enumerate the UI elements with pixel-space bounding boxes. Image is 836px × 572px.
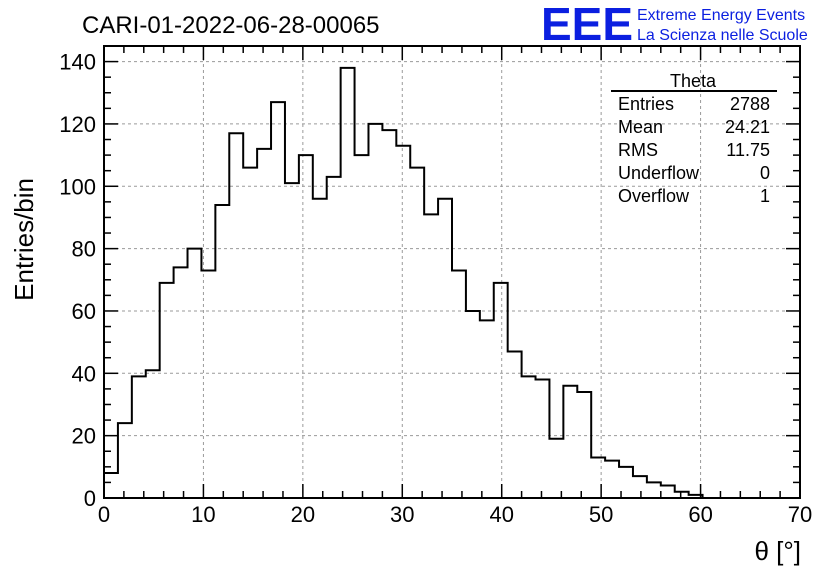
x-tick-label: 10 (191, 502, 215, 527)
stats-rows: Entries 2788 Mean 24.21 RMS 11.75 Underflow 0 Ov… (618, 94, 770, 206)
histogram-bin (327, 177, 341, 498)
histogram-bin (424, 214, 438, 498)
x-tick-labels: 0 10 20 30 40 50 60 70 (98, 502, 812, 527)
stats-header: Theta (670, 71, 717, 91)
y-tick-label: 140 (59, 50, 96, 75)
histogram-bin (368, 124, 382, 498)
y-tick-label: 20 (72, 424, 96, 449)
stats-row-value: 1 (760, 186, 770, 206)
histogram-bin (466, 311, 480, 498)
logo-line-1: Extreme Energy Events (637, 7, 805, 24)
histogram-bin (201, 270, 215, 498)
x-tick-label: 30 (390, 502, 414, 527)
histogram-step-line (103, 66, 800, 499)
histogram-bin (605, 461, 619, 498)
histogram-bin (480, 320, 494, 498)
histogram-bin (118, 423, 132, 498)
histogram-bin (577, 392, 591, 498)
x-axis-title: θ [°] (754, 536, 801, 566)
histogram-bin (549, 439, 563, 498)
plot-frame (103, 45, 801, 499)
histogram-bin (188, 249, 202, 498)
histogram-bin (410, 168, 424, 498)
histogram-bin (299, 155, 313, 498)
stats-row-value: 24.21 (725, 117, 770, 137)
histogram-bin (536, 380, 550, 498)
histogram-bin (452, 270, 466, 498)
histogram-bin (382, 130, 396, 498)
axis-ticks (103, 45, 801, 499)
x-tick-label: 70 (788, 502, 812, 527)
stats-row-value: 2788 (730, 94, 770, 114)
histogram-bin (563, 386, 577, 498)
histogram-bin (229, 133, 243, 498)
histogram-bin (146, 370, 160, 498)
histogram-bin (132, 376, 146, 498)
y-tick-label: 60 (72, 299, 96, 324)
histogram-bin (661, 486, 675, 498)
y-tick-labels: 0 20 40 60 80 100 120 140 (59, 50, 96, 511)
histogram-bin (243, 168, 257, 498)
x-tick-label: 50 (589, 502, 613, 527)
x-tick-label: 20 (291, 502, 315, 527)
chart-title: CARI-01-2022-06-28-00065 (82, 12, 380, 39)
histogram-bin (396, 146, 410, 498)
eee-logo-mark: EEE (541, 0, 633, 50)
y-axis-title: Entries/bin (9, 178, 39, 301)
stats-row-label: Entries (618, 94, 674, 114)
logo-line-2: La Scienza nelle Scuole (637, 27, 808, 44)
stats-row-label: Underflow (618, 163, 700, 183)
y-tick-label: 80 (72, 237, 96, 262)
stats-row-value: 11.75 (726, 140, 770, 160)
histogram-bin (285, 183, 299, 498)
stats-row-value: 0 (760, 163, 770, 183)
histogram-bin (160, 283, 174, 498)
y-tick-label: 40 (72, 361, 96, 386)
stats-row-label: RMS (618, 140, 658, 160)
stats-row-label: Overflow (618, 186, 690, 206)
histogram-bin (438, 199, 452, 498)
histogram-bin (215, 205, 229, 498)
histogram-bin (633, 476, 647, 498)
histogram-bin (104, 473, 118, 498)
x-tick-label: 60 (688, 502, 712, 527)
histogram-bin (522, 376, 536, 498)
histogram-bin (271, 102, 285, 498)
stats-box: Theta Entries 2788 Mean 24.21 RMS 11.75 Underf… (611, 71, 777, 206)
histogram-bin (494, 283, 508, 498)
histogram-bin (508, 351, 522, 498)
histogram-bin (313, 199, 327, 498)
y-tick-label: 0 (84, 486, 96, 511)
x-tick-label: 40 (489, 502, 513, 527)
histogram-bins (104, 68, 703, 498)
histogram-bin (355, 155, 369, 498)
histogram-bin (591, 457, 605, 498)
histogram-bin (257, 149, 271, 498)
histogram-bin (647, 482, 661, 498)
stats-row-label: Mean (618, 117, 663, 137)
y-tick-label: 100 (59, 174, 96, 199)
y-tick-label: 120 (59, 112, 96, 137)
histogram-bin (341, 68, 355, 498)
x-tick-label: 0 (98, 502, 110, 527)
histogram-bin (174, 267, 188, 498)
